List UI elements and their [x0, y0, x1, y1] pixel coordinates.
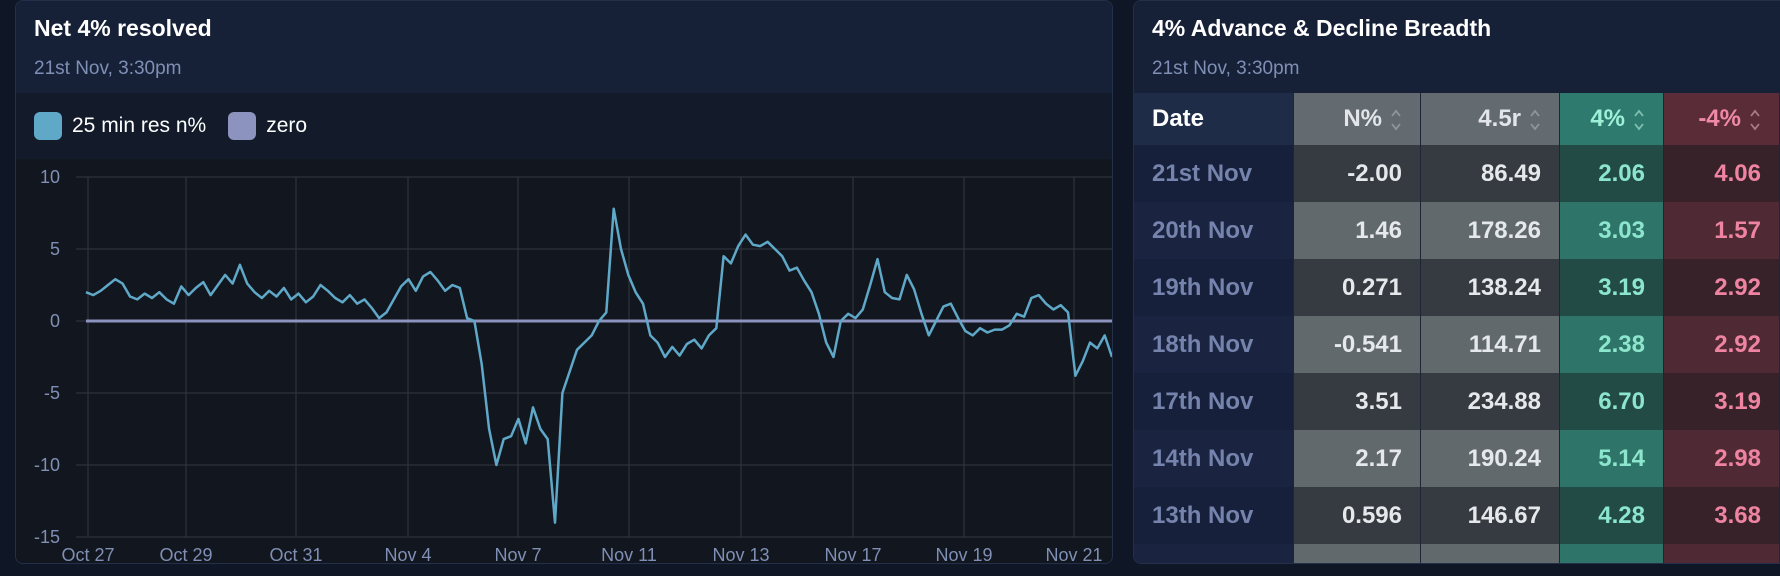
cell-4-5r: 234.88 [1421, 373, 1560, 430]
cell-date: 13th Nov [1134, 487, 1294, 544]
panel-timestamp: 21st Nov, 3:30pm [1152, 58, 1300, 79]
cell-4-5r: 86.49 [1421, 145, 1560, 202]
panel-timestamp: 21st Nov, 3:30pm [34, 58, 182, 79]
panel-title: Net 4% resolved [34, 15, 212, 41]
cell-decline: 1.57 [1664, 202, 1780, 259]
cell-4-5r: 138.24 [1421, 259, 1560, 316]
line-chart[interactable]: 10 5 0 -5 -10 -15 Oct 27 Oct 29 Oct 31 Nov 4 Nov 7… [16, 159, 1112, 564]
sort-icon [1634, 109, 1644, 131]
cell-n-pct: 0.596 [1294, 487, 1421, 544]
sort-icon [1530, 109, 1540, 131]
y-tick-label: 5 [50, 239, 60, 259]
table-row[interactable]: 21st Nov -2.00 86.49 2.06 4.06 [1134, 145, 1780, 202]
cell-advance: 5.14 [1560, 430, 1664, 487]
cell-date: 17th Nov [1134, 373, 1294, 430]
cell-n-pct: 1.46 [1294, 202, 1421, 259]
x-tick-label: Nov 4 [384, 545, 431, 564]
cell-date: 19th Nov [1134, 259, 1294, 316]
table-header-row: Date N% 4.5r 4% -4% [1134, 93, 1780, 145]
panel-title: 4% Advance & Decline Breadth [1152, 15, 1492, 41]
cell-decline: 3.19 [1664, 373, 1780, 430]
cell-4-5r: 146.67 [1421, 487, 1560, 544]
x-tick-label: Oct 29 [159, 545, 212, 564]
cell-n-pct: 3.51 [1294, 373, 1421, 430]
cell-decline: 2.98 [1664, 430, 1780, 487]
chart-legend: 25 min res n% zero [16, 93, 1112, 159]
cell-empty [1664, 544, 1780, 563]
x-tick-label: Nov 21 [1045, 545, 1102, 564]
y-tick-label: 10 [40, 167, 60, 187]
column-header-date[interactable]: Date [1134, 93, 1294, 145]
cell-date: 18th Nov [1134, 316, 1294, 373]
sort-icon [1750, 109, 1760, 131]
cell-4-5r: 178.26 [1421, 202, 1560, 259]
cell-empty [1134, 544, 1294, 563]
sort-icon [1391, 109, 1401, 131]
table-row[interactable]: 17th Nov 3.51 234.88 6.70 3.19 [1134, 373, 1780, 430]
panel-header: Net 4% resolved 21st Nov, 3:30pm [16, 1, 1112, 93]
column-header-label: -4% [1698, 105, 1741, 132]
column-header-label: N% [1343, 105, 1382, 132]
cell-empty [1421, 544, 1560, 563]
cell-decline: 3.68 [1664, 487, 1780, 544]
cell-n-pct: -2.00 [1294, 145, 1421, 202]
res-series-line [85, 207, 1112, 524]
legend-item-res[interactable]: 25 min res n% [34, 112, 206, 140]
cell-4-5r: 114.71 [1421, 316, 1560, 373]
y-tick-label: -5 [44, 383, 60, 403]
cell-date: 21st Nov [1134, 145, 1294, 202]
cell-empty [1294, 544, 1421, 563]
legend-swatch-zero [228, 112, 257, 140]
legend-swatch-res [34, 112, 62, 140]
x-tick-label: Nov 19 [935, 545, 992, 564]
cell-date: 20th Nov [1134, 202, 1294, 259]
table-row-partial [1134, 544, 1780, 563]
cell-n-pct: -0.541 [1294, 316, 1421, 373]
cell-advance: 4.28 [1560, 487, 1664, 544]
cell-n-pct: 0.271 [1294, 259, 1421, 316]
column-header-4-5r[interactable]: 4.5r [1421, 93, 1560, 145]
y-tick-label: -15 [34, 527, 60, 547]
cell-advance: 3.03 [1560, 202, 1664, 259]
x-tick-label: Nov 7 [494, 545, 541, 564]
table-row[interactable]: 19th Nov 0.271 138.24 3.19 2.92 [1134, 259, 1780, 316]
cell-decline: 2.92 [1664, 316, 1780, 373]
cell-decline: 4.06 [1664, 145, 1780, 202]
column-header-n-pct[interactable]: N% [1294, 93, 1421, 145]
column-header-decline[interactable]: -4% [1664, 93, 1780, 145]
x-tick-label: Oct 27 [61, 545, 114, 564]
net-resolved-panel: Net 4% resolved 21st Nov, 3:30pm 25 min … [15, 0, 1113, 564]
column-header-label: Date [1152, 105, 1205, 132]
x-tick-label: Oct 31 [269, 545, 322, 564]
table-row[interactable]: 20th Nov 1.46 178.26 3.03 1.57 [1134, 202, 1780, 259]
cell-empty [1560, 544, 1664, 563]
x-tick-label: Nov 17 [824, 545, 881, 564]
table-row[interactable]: 14th Nov 2.17 190.24 5.14 2.98 [1134, 430, 1780, 487]
cell-advance: 2.38 [1560, 316, 1664, 373]
legend-item-zero[interactable]: zero [228, 112, 307, 140]
panel-header: 4% Advance & Decline Breadth 21st Nov, 3… [1134, 1, 1780, 93]
breadth-panel: 4% Advance & Decline Breadth 21st Nov, 3… [1133, 0, 1780, 564]
legend-label-zero: zero [266, 114, 308, 137]
cell-4-5r: 190.24 [1421, 430, 1560, 487]
column-header-label: 4.5r [1478, 105, 1521, 132]
cell-n-pct: 2.17 [1294, 430, 1421, 487]
x-tick-label: Nov 13 [712, 545, 769, 564]
cell-advance: 6.70 [1560, 373, 1664, 430]
cell-advance: 2.06 [1560, 145, 1664, 202]
cell-advance: 3.19 [1560, 259, 1664, 316]
table-row[interactable]: 18th Nov -0.541 114.71 2.38 2.92 [1134, 316, 1780, 373]
column-header-advance[interactable]: 4% [1560, 93, 1664, 145]
y-tick-label: 0 [50, 311, 60, 331]
y-tick-label: -10 [34, 455, 60, 475]
column-header-label: 4% [1590, 105, 1625, 132]
legend-label-res: 25 min res n% [72, 114, 207, 137]
x-tick-label: Nov 11 [601, 545, 657, 564]
cell-date: 14th Nov [1134, 430, 1294, 487]
cell-decline: 2.92 [1664, 259, 1780, 316]
table-row[interactable]: 13th Nov 0.596 146.67 4.28 3.68 [1134, 487, 1780, 544]
breadth-table: Date N% 4.5r 4% -4% 21st Nov -2.00 86.49… [1134, 93, 1780, 563]
